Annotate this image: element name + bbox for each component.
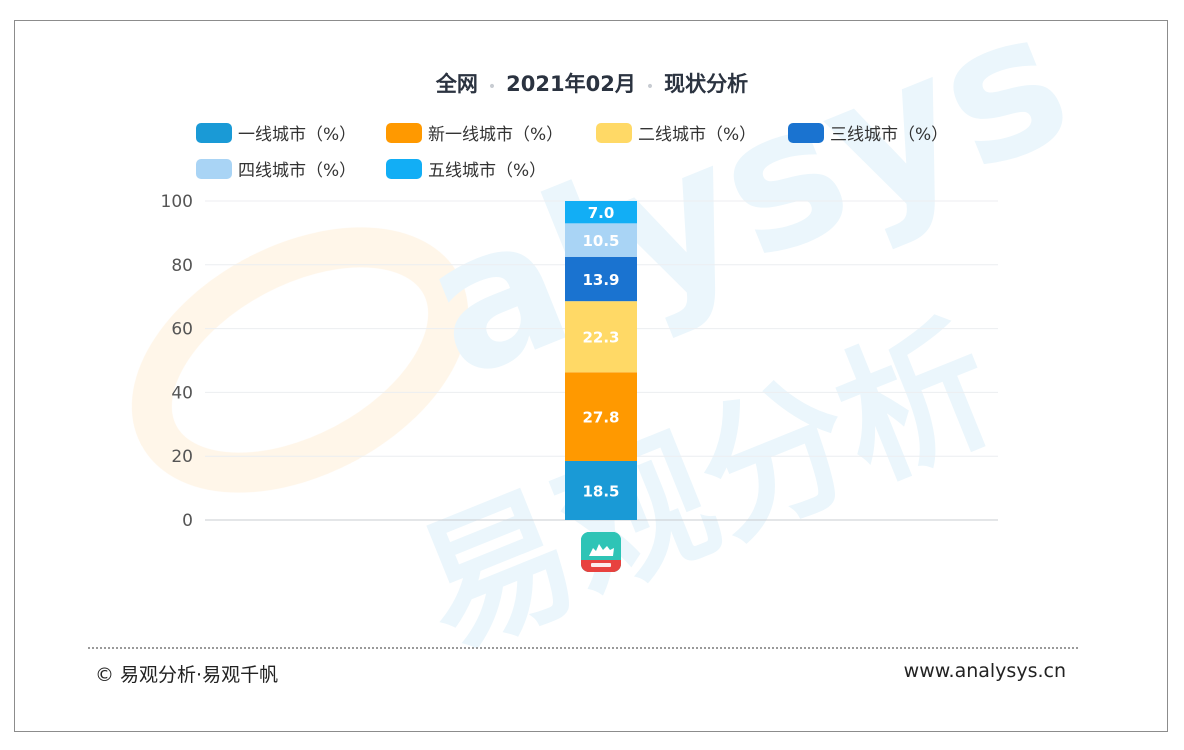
title-separator-1: • (487, 79, 497, 95)
legend-item[interactable]: 三线城市（%） (788, 120, 948, 145)
legend-label: 一线城市（%） (238, 125, 357, 145)
data-label: 10.5 (582, 232, 619, 250)
legend-swatch (386, 122, 422, 143)
title-part-1: 全网 (435, 72, 478, 96)
chart-title: 全网 • 2021年02月 • 现状分析 (0, 68, 1184, 98)
legend-item[interactable]: 新一线城市（%） (386, 120, 563, 145)
legend-swatch (196, 158, 232, 179)
bar-segment[interactable] (565, 223, 637, 257)
legend-swatch (596, 122, 632, 143)
data-label: 18.5 (582, 482, 619, 500)
legend-label: 四线城市（%） (238, 161, 357, 181)
legend-swatch (788, 122, 824, 143)
bar-segment[interactable] (565, 201, 637, 224)
bar-segment[interactable] (565, 460, 637, 520)
legend-swatch (386, 158, 422, 179)
footer-copyright: © 易观分析·易观千帆 (95, 664, 279, 686)
y-tick-label: 40 (171, 383, 193, 403)
y-tick-label: 0 (182, 511, 193, 531)
legend-item[interactable]: 四线城市（%） (196, 156, 356, 181)
footer-divider (88, 647, 1078, 649)
legend-label: 二线城市（%） (638, 125, 757, 145)
legend-item[interactable]: 二线城市（%） (596, 120, 756, 145)
legend-item[interactable]: 一线城市（%） (196, 120, 356, 145)
bar-segment[interactable] (565, 256, 637, 302)
y-tick-label: 60 (171, 320, 193, 340)
data-label: 22.3 (582, 329, 619, 347)
bar-segment[interactable] (565, 372, 637, 461)
title-part-3: 现状分析 (664, 72, 749, 96)
stacked-bar-chart: 0 20 40 60 80 100 18.5 27.8 22.3 13.9 10.5 7.0 (161, 192, 998, 531)
title-part-2: 2021年02月 (506, 72, 636, 96)
legend-label: 三线城市（%） (830, 125, 949, 145)
y-tick-label: 20 (171, 447, 193, 467)
y-tick-label: 80 (171, 256, 193, 276)
legend-label: 新一线城市（%） (428, 125, 564, 145)
data-label: 27.8 (582, 409, 619, 427)
legend-item[interactable]: 五线城市（%） (386, 156, 546, 181)
legend-label: 五线城市（%） (428, 161, 547, 181)
footer-website: www.analysys.cn (903, 660, 1066, 682)
data-label: 7.0 (588, 204, 615, 222)
y-tick-label: 100 (161, 192, 193, 212)
legend-swatch (196, 122, 232, 143)
data-label: 13.9 (582, 271, 619, 289)
bar-segment[interactable] (565, 301, 637, 373)
title-separator-2: • (645, 79, 655, 95)
camel-app-icon (581, 532, 621, 572)
